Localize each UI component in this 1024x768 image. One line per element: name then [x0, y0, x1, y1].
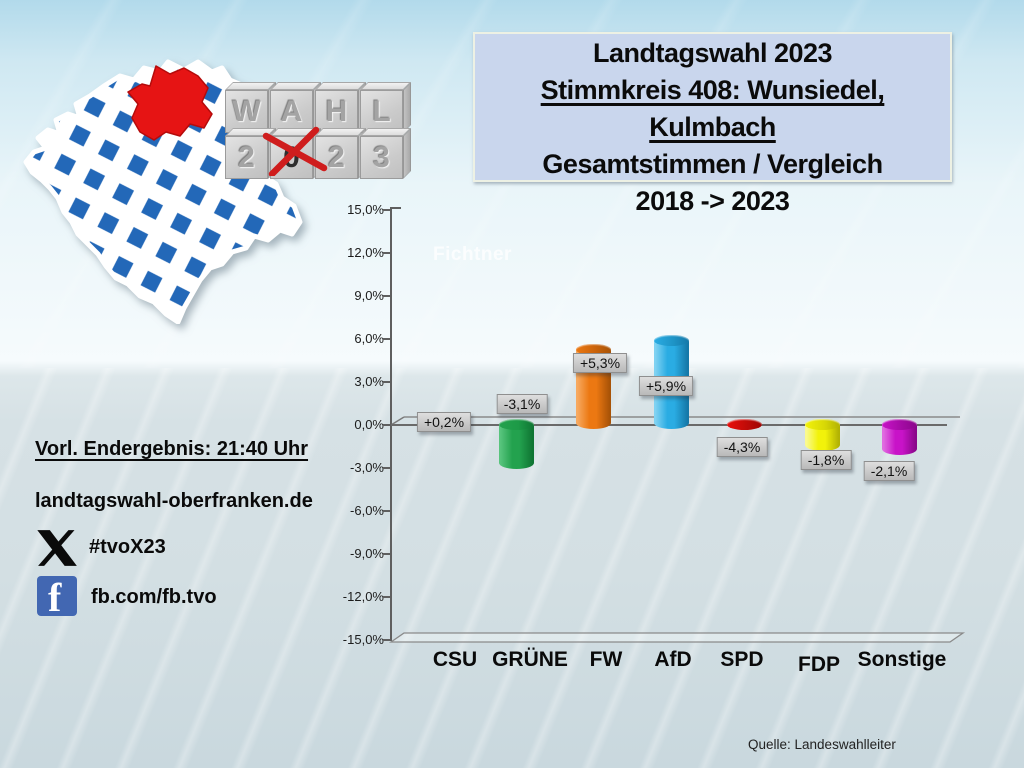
category-label-spd: SPD [720, 648, 764, 671]
result-time-label: Vorl. Endergebnis: 21:40 Uhr [35, 438, 309, 460]
y-axis-tick [383, 424, 391, 426]
bar-fdp [804, 418, 840, 451]
oberfranken-highlight-region [127, 65, 213, 141]
wahl-cube-3: 3 [360, 128, 411, 179]
value-label-csu: +0,2% [416, 412, 472, 432]
title-box [473, 32, 952, 182]
bar-grüne [498, 418, 534, 470]
y-axis-tick [383, 209, 391, 211]
category-label-csu: CSU [432, 648, 478, 671]
website-label: landtagswahl-oberfranken.de [35, 490, 313, 512]
value-label-spd: -4,3% [716, 437, 768, 457]
facebook-icon: f [37, 576, 77, 616]
value-label-fw: +5,3% [572, 353, 628, 373]
y-axis-tick [383, 510, 391, 512]
y-axis-tick [383, 381, 391, 383]
wahl-cube-w: W [225, 82, 276, 133]
y-axis-tick [383, 252, 391, 254]
wahl-cube-2b: 2 [315, 128, 366, 179]
y-axis-tick [383, 553, 391, 555]
value-label-fdp: -1,8% [800, 450, 852, 470]
y-axis-tick-label: 12,0% [347, 245, 384, 260]
chart-floor [388, 632, 966, 643]
category-label-sonstige: Sonstige [857, 648, 947, 671]
wahl-cube-2a: 2 [225, 128, 276, 179]
y-axis-tick [383, 467, 391, 469]
watermark-text: Fichtner [433, 244, 512, 265]
value-label-grüne: -3,1% [496, 394, 548, 414]
y-axis-tick-label: 6,0% [354, 331, 384, 346]
x-hashtag-label: #tvoX23 [89, 536, 166, 558]
y-axis-tick [383, 338, 391, 340]
title-line-district: Stimmkreis 408: Wunsiedel, [540, 75, 885, 105]
bar-sonstige [881, 418, 917, 456]
y-axis-tick-label: 9,0% [354, 288, 384, 303]
wahl-cube-h: H [315, 82, 366, 133]
facebook-label: fb.com/fb.tvo [91, 586, 217, 608]
value-label-afd: +5,9% [638, 376, 694, 396]
y-axis-tick-label: -3,0% [350, 460, 384, 475]
x-logo-icon [37, 530, 77, 566]
source-label: Quelle: Landeswahlleiter [748, 737, 896, 752]
category-label-fw: FW [589, 648, 623, 671]
y-axis-tick-label: 3,0% [354, 374, 384, 389]
y-axis-tick-label: 15,0% [347, 202, 384, 217]
y-axis-tick-label: -12,0% [342, 589, 384, 604]
title-line-election: Landtagswahl 2023 [592, 38, 833, 68]
title-line-metric: Gesamtstimmen / Vergleich [542, 149, 883, 179]
y-axis-tick-label: -15,0% [342, 632, 384, 647]
y-axis-tick [383, 596, 391, 598]
value-label-sonstige: -2,1% [863, 461, 915, 481]
x-social-row: #tvoX23 [33, 524, 333, 572]
y-axis-tick-label: -9,0% [350, 546, 384, 561]
y-axis-tick-label: -6,0% [350, 503, 384, 518]
category-label-afd: AfD [654, 648, 692, 671]
title-text: Landtagswahl 2023 Stimmkreis 408: Wunsie… [473, 35, 952, 220]
info-panel: Vorl. Endergebnis: 21:40 Uhr landtagswah… [35, 438, 313, 616]
title-line-years: 2018 -> 2023 [635, 186, 790, 216]
ballot-cross-icon [262, 126, 328, 176]
y-axis-tick [383, 639, 391, 641]
y-axis-tick [383, 295, 391, 297]
facebook-social-row: f fb.com/fb.tvo [35, 576, 335, 620]
category-label-grüne: GRÜNE [492, 648, 568, 671]
bar-spd [726, 418, 762, 487]
title-line-district2: Kulmbach [649, 112, 776, 142]
y-axis-tick-label: 0,0% [354, 417, 384, 432]
category-label-fdp: FDP [798, 653, 840, 676]
y-axis-top-tick [391, 207, 401, 209]
